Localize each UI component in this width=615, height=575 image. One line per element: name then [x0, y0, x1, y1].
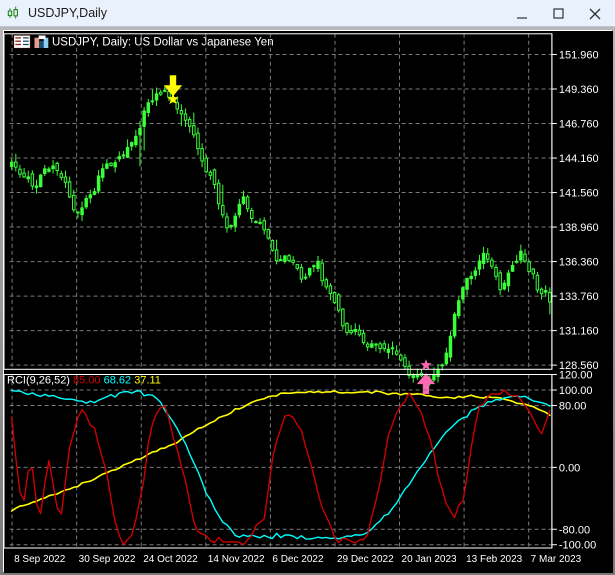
svg-text:14 Nov 2022: 14 Nov 2022 [208, 554, 265, 565]
svg-text:13 Feb 2023: 13 Feb 2023 [466, 554, 523, 565]
svg-text:151.960: 151.960 [559, 49, 599, 61]
svg-text:133.760: 133.760 [559, 291, 599, 303]
svg-text:6 Dec 2022: 6 Dec 2022 [272, 554, 324, 565]
svg-text:100.00: 100.00 [559, 385, 593, 397]
svg-text:146.760: 146.760 [559, 119, 599, 131]
svg-text:7 Mar 2023: 7 Mar 2023 [531, 554, 582, 565]
svg-text:USDJPY, Daily: US Dollar vs J: USDJPY, Daily: US Dollar vs Japanese Yen [52, 37, 274, 49]
svg-text:149.360: 149.360 [559, 84, 599, 96]
svg-text:0.00: 0.00 [559, 462, 580, 474]
svg-text:120.00: 120.00 [559, 370, 593, 382]
svg-text:136.360: 136.360 [559, 257, 599, 269]
svg-text:-100.00: -100.00 [559, 540, 596, 552]
svg-text:80.00: 80.00 [559, 400, 587, 412]
svg-text:20 Jan 2023: 20 Jan 2023 [402, 554, 457, 565]
svg-text:RCI(9,26,52) 85.00 68.62 37.11: RCI(9,26,52) 85.00 68.62 37.11 [7, 375, 161, 387]
svg-text:131.160: 131.160 [559, 326, 599, 338]
svg-text:144.160: 144.160 [559, 153, 599, 165]
svg-text:24 Oct 2022: 24 Oct 2022 [143, 554, 198, 565]
svg-text:141.560: 141.560 [559, 188, 599, 200]
svg-text:29 Dec 2022: 29 Dec 2022 [337, 554, 394, 565]
svg-text:138.960: 138.960 [559, 222, 599, 234]
svg-text:8 Sep 2022: 8 Sep 2022 [14, 554, 66, 565]
svg-text:-80.00: -80.00 [559, 524, 590, 536]
svg-text:30 Sep 2022: 30 Sep 2022 [79, 554, 136, 565]
